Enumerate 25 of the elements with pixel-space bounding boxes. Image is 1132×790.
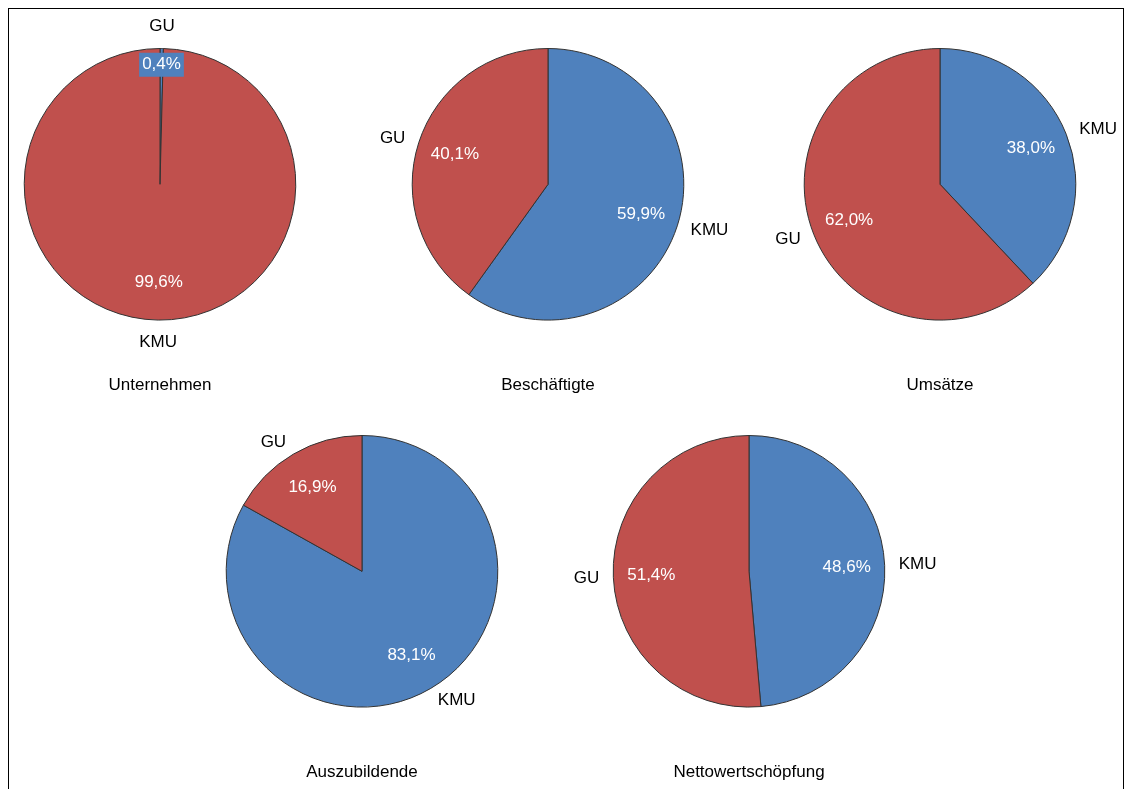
data-label: 59,9%	[616, 203, 666, 223]
data-label: 40,1%	[430, 144, 480, 164]
text: Nettowertschöpfung	[673, 762, 825, 782]
slice-label: GU	[379, 128, 406, 148]
text: Unternehmen	[108, 375, 212, 395]
text: Auszubildende	[306, 762, 418, 782]
data-label: 83,1%	[387, 645, 436, 665]
slice-label: GU	[775, 229, 801, 249]
data-label: 38,0%	[1006, 137, 1056, 157]
slice-label: KMU	[1079, 118, 1118, 138]
slice-label: GU	[260, 431, 287, 451]
slice-label: KMU	[437, 690, 476, 710]
data-label: 0,4%	[142, 54, 181, 74]
slice-label: GU	[149, 16, 175, 36]
data-label: 16,9%	[288, 476, 337, 496]
data-label: 51,4%	[627, 565, 676, 585]
data-label: 99,6%	[134, 271, 183, 291]
text: Umsätze	[906, 375, 974, 395]
data-label: 48,6%	[822, 556, 871, 576]
slice-label: KMU	[898, 554, 937, 574]
text: Beschäftigte	[501, 375, 595, 395]
slice-label: KMU	[139, 331, 177, 351]
data-label: 62,0%	[824, 209, 874, 229]
slice-label: KMU	[690, 219, 729, 239]
slice-label: GU	[573, 567, 600, 587]
